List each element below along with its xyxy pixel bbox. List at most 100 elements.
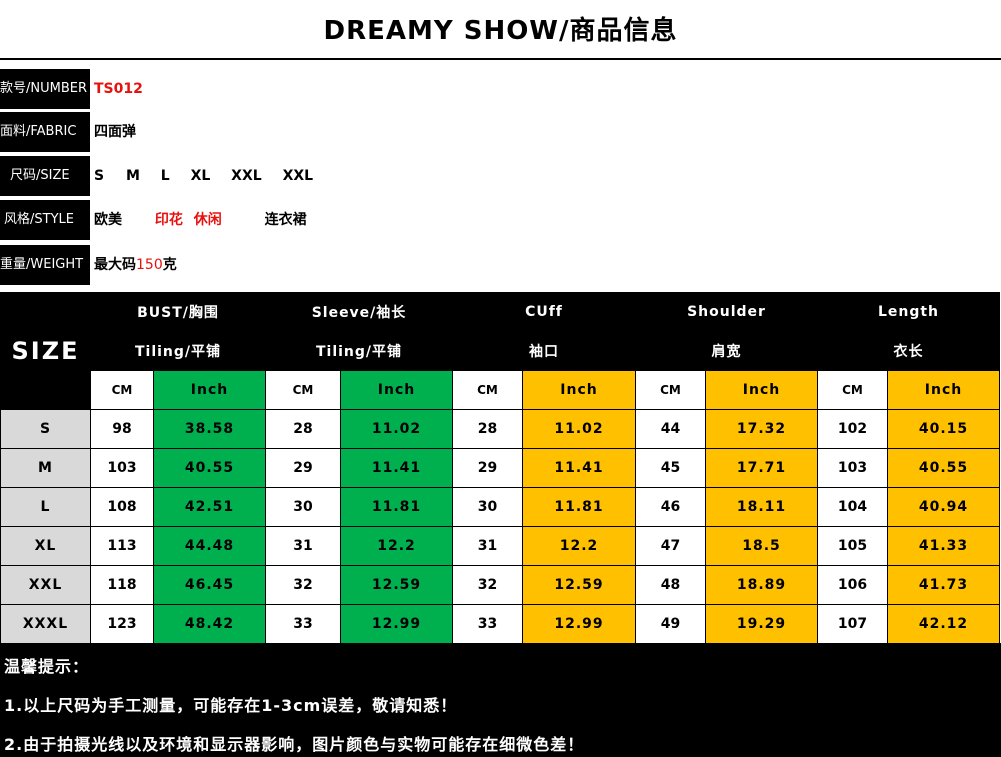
bust-cm-cell: 103 [90,448,154,488]
shoulder-cm-cell: 49 [635,604,706,644]
style-label: 风格/STYLE [0,200,90,240]
sleeve-inch-cell: 11.41 [340,448,453,488]
bust-inch-cell: 46.45 [153,565,266,605]
unit-inch-header: Inch [340,370,453,410]
unit-inch-header: Inch [522,370,636,410]
bust-cm-cell: 108 [90,487,154,527]
size-row-label: XXL [0,565,91,605]
sleeve-inch-cell: 11.02 [340,409,453,449]
table-row: XXL 118 46.45 32 12.59 32 12.59 48 18.89 106 41.73 [0,565,1000,605]
shoulder-cm-cell: 47 [635,526,706,566]
length-inch-cell: 40.55 [887,448,1000,488]
size-row-label: XL [0,526,91,566]
sleeve-inch-cell: 12.59 [340,565,453,605]
bust-cm-cell: 113 [90,526,154,566]
sleeve-cm-cell: 32 [265,565,341,605]
size-option: S [94,168,105,184]
style-label-text: 风格/STYLE [4,212,74,227]
title-divider [0,58,1001,60]
bust-inch-cell: 38.58 [153,409,266,449]
size-option: L [160,168,170,184]
sleeve-cm-cell: 30 [265,487,341,527]
style-tag: 欧美 [94,212,122,228]
length-cm-cell: 107 [817,604,888,644]
length-inch-cell: 40.94 [887,487,1000,527]
sleeve-cm-cell: 29 [265,448,341,488]
shoulder-inch-cell: 19.29 [705,604,818,644]
length-inch-cell: 42.12 [887,604,1000,644]
cuff-cm-cell: 29 [452,448,523,488]
bust-inch-cell: 44.48 [153,526,266,566]
weight-label: 重量/WEIGHT [0,245,90,285]
sleeve-cm-cell: 28 [265,409,341,449]
length-cm-cell: 106 [817,565,888,605]
shoulder-inch-cell: 17.71 [705,448,818,488]
bust-inch-cell: 48.42 [153,604,266,644]
table-row: S 98 38.58 28 11.02 28 11.02 44 17.32 102 40.15 [0,409,1000,449]
length-cm-cell: 105 [817,526,888,566]
group-header-cuff: CUff [452,292,636,332]
sleeve-cm-cell: 31 [265,526,341,566]
cuff-inch-cell: 12.2 [522,526,636,566]
table-row: M 103 40.55 29 11.41 29 11.41 45 17.71 103 40.55 [0,448,1000,488]
length-inch-cell: 40.15 [887,409,1000,449]
table-row: XL 113 44.48 31 12.2 31 12.2 47 18.5 105 41.33 [0,526,1000,566]
unit-inch-header: Inch [705,370,818,410]
length-cm-cell: 102 [817,409,888,449]
cuff-inch-cell: 11.81 [522,487,636,527]
unit-cm-header: CM [265,370,341,410]
length-inch-cell: 41.73 [887,565,1000,605]
shoulder-inch-cell: 18.5 [705,526,818,566]
notes-heading: 温馨提示： [4,657,90,676]
style-tag: 连衣裙 [264,212,307,228]
sleeve-cm-cell: 33 [265,604,341,644]
bust-inch-cell: 42.51 [153,487,266,527]
shoulder-cm-cell: 44 [635,409,706,449]
size-label: 尺码/SIZE [0,156,90,196]
shoulder-cm-cell: 45 [635,448,706,488]
bust-cm-cell: 118 [90,565,154,605]
shoulder-inch-cell: 18.11 [705,487,818,527]
size-option: M [125,168,140,184]
size-values: S M L XL XXL XXL [94,156,313,196]
shoulder-cm-cell: 46 [635,487,706,527]
size-option: XL [190,168,211,184]
length-cm-cell: 104 [817,487,888,527]
cuff-cm-cell: 31 [452,526,523,566]
table-row: L 108 42.51 30 11.81 30 11.81 46 18.11 104 40.94 [0,487,1000,527]
notes-panel: 温馨提示： 1.以上尺码为手工测量，可能存在1-3cm误差，敬请知悉！ 2.由于… [0,643,1001,757]
size-option: XXL [282,168,314,184]
cuff-inch-cell: 12.59 [522,565,636,605]
group-header-bust: BUST/胸围 [90,292,266,332]
fabric-label: 面料/FABRIC [0,112,90,152]
style-tag: 休闲 [193,212,222,228]
size-row-label: XXXL [0,604,91,644]
sleeve-inch-cell: 11.81 [340,487,453,527]
group-sub-length: 衣长 [817,331,1000,371]
size-option: XXL [231,168,262,184]
group-sub-cuff: 袖口 [452,331,636,371]
size-row-label: L [0,487,91,527]
shoulder-inch-cell: 18.89 [705,565,818,605]
number-value: TS012 [94,81,143,97]
group-sub-bust: Tiling/平铺 [90,331,266,371]
cuff-cm-cell: 33 [452,604,523,644]
cuff-cm-cell: 28 [452,409,523,449]
page-title: DREAMY SHOW/商品信息 [323,16,678,46]
unit-cm-header: CM [817,370,888,410]
size-chart-table: SIZE BUST/胸围 Sleeve/袖长 CUff Shoulder Len… [0,292,1000,644]
unit-cm-header: CM [452,370,523,410]
group-sub-shoulder: 肩宽 [635,331,818,371]
weight-unit: 克 [162,257,177,273]
size-row-label: S [0,409,91,449]
fabric-value: 四面弹 [94,124,136,140]
group-header-length: Length [817,292,1000,332]
cuff-inch-cell: 11.02 [522,409,636,449]
unit-inch-header: Inch [153,370,266,410]
unit-cm-header: CM [635,370,706,410]
bust-cm-cell: 123 [90,604,154,644]
length-cm-cell: 103 [817,448,888,488]
table-row: XXXL 123 48.42 33 12.99 33 12.99 49 19.29 107 42.1… [0,604,1000,644]
cuff-cm-cell: 30 [452,487,523,527]
cuff-cm-cell: 32 [452,565,523,605]
